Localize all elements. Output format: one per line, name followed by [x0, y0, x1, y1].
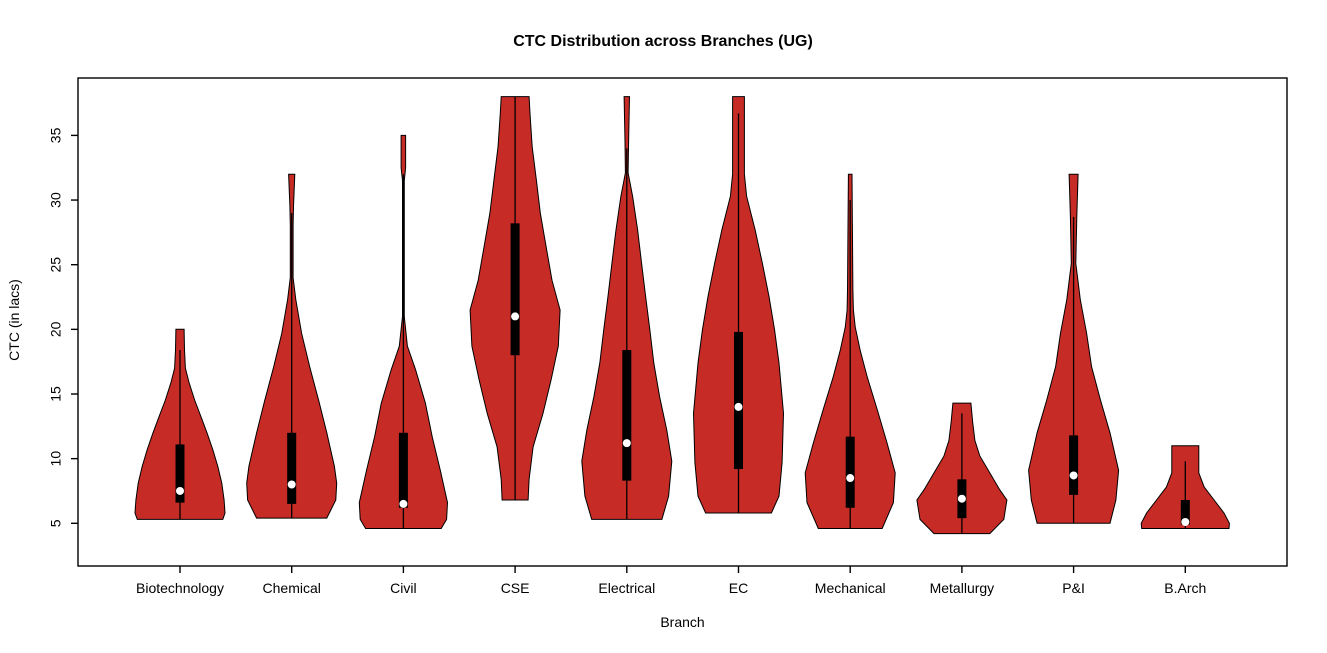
y-tick-label: 10	[48, 451, 64, 467]
iqr-box	[175, 444, 185, 503]
iqr-box	[845, 436, 855, 508]
median-dot	[734, 402, 743, 411]
median-dot	[176, 486, 184, 495]
median-dot	[846, 474, 855, 483]
x-tick-label: Mechanical	[815, 580, 886, 596]
x-tick-label: CSE	[501, 580, 530, 596]
median-dot	[622, 439, 631, 448]
x-tick-label: Chemical	[263, 580, 321, 596]
iqr-box	[734, 331, 743, 470]
y-tick-label: 25	[48, 257, 64, 273]
median-dot	[1069, 471, 1078, 480]
median-dot	[287, 480, 296, 489]
median-dot	[957, 494, 966, 503]
x-tick-label: Civil	[390, 580, 416, 596]
y-tick-label: 35	[48, 127, 64, 143]
y-tick-label: 5	[48, 519, 64, 527]
x-axis-title: Branch	[660, 614, 705, 630]
y-axis-title-text: CTC (in lacs)	[6, 279, 22, 361]
y-tick-label: 15	[48, 386, 64, 402]
x-tick-label: B.Arch	[1164, 580, 1206, 596]
x-tick-label: Electrical	[598, 580, 655, 596]
x-tick-label: Metallurgy	[930, 580, 995, 596]
median-dot	[399, 499, 408, 508]
iqr-box	[510, 223, 520, 356]
median-dot	[1181, 518, 1190, 527]
iqr-box	[622, 350, 632, 481]
y-tick-label: 30	[48, 192, 64, 208]
x-tick-label: EC	[729, 580, 748, 596]
iqr-box	[287, 432, 297, 504]
iqr-box	[1180, 500, 1190, 525]
x-tick-label: P&I	[1062, 580, 1085, 596]
y-tick-label: 20	[48, 321, 64, 337]
chart-title: CTC Distribution across Branches (UG)	[513, 33, 813, 50]
median-dot	[511, 312, 520, 321]
plot-border	[77, 77, 1288, 567]
iqr-box	[398, 432, 408, 508]
iqr-box	[1069, 435, 1079, 495]
x-tick-label: Biotechnology	[136, 580, 224, 596]
